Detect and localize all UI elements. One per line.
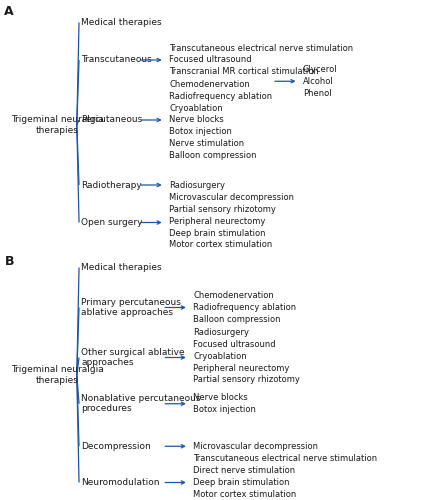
Text: Neuromodulation: Neuromodulation <box>81 478 159 487</box>
Text: Primary percutaneous
ablative approaches: Primary percutaneous ablative approaches <box>81 298 181 317</box>
Text: Transcutaneous electrical nerve stimulation
Focused ultrasound
Transcranial MR c: Transcutaneous electrical nerve stimulat… <box>169 44 352 76</box>
Text: Transcutaneous electrical nerve stimulation
Direct nerve stimulation
Deep brain : Transcutaneous electrical nerve stimulat… <box>193 454 376 500</box>
Text: Medical therapies: Medical therapies <box>81 18 162 27</box>
Text: B: B <box>4 255 14 268</box>
Text: Other surgical ablative
approaches: Other surgical ablative approaches <box>81 348 184 367</box>
Text: Glycerol
Alcohol
Phenol: Glycerol Alcohol Phenol <box>302 65 337 98</box>
Text: Radiosurgery
Focused ultrasound
Cryoablation
Peripheral neurectomy
Partial senso: Radiosurgery Focused ultrasound Cryoabla… <box>193 328 299 384</box>
Text: Percutaneous: Percutaneous <box>81 116 142 124</box>
Text: Microvascular decompression: Microvascular decompression <box>193 442 318 451</box>
Text: Trigeminal neuralgia
therapies: Trigeminal neuralgia therapies <box>11 366 103 384</box>
Text: Radiotherapy: Radiotherapy <box>81 180 141 190</box>
Text: Chemodenervation
Radiofrequency ablation
Cryoablation
Nerve blocks
Botox injecti: Chemodenervation Radiofrequency ablation… <box>169 80 272 160</box>
Text: Medical therapies: Medical therapies <box>81 263 162 272</box>
Text: Radiosurgery: Radiosurgery <box>169 180 225 190</box>
Text: Nerve blocks
Botox injection: Nerve blocks Botox injection <box>193 394 255 414</box>
Text: Trigeminal neuralgia
therapies: Trigeminal neuralgia therapies <box>11 116 103 134</box>
Text: Nonablative percutaneous
procedures: Nonablative percutaneous procedures <box>81 394 200 413</box>
Text: Decompression: Decompression <box>81 442 151 451</box>
Text: Transcutaneous: Transcutaneous <box>81 56 152 64</box>
Text: Open surgery: Open surgery <box>81 218 142 227</box>
Text: Microvascular decompression
Partial sensory rhizotomy
Peripheral neurectomy
Deep: Microvascular decompression Partial sens… <box>169 193 293 250</box>
Text: A: A <box>4 5 14 18</box>
Text: Chemodenervation
Radiofrequency ablation
Balloon compression: Chemodenervation Radiofrequency ablation… <box>193 291 296 324</box>
